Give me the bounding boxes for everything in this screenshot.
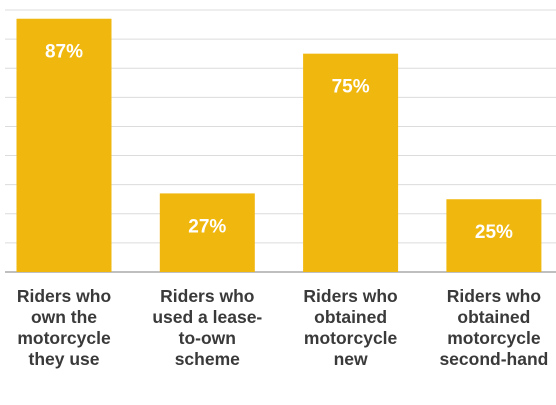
value-label: 75%: [332, 77, 370, 98]
value-label: 25%: [475, 222, 513, 243]
x-tick-label: Riders who obtained motorcycle second-ha…: [439, 286, 549, 369]
bar: [446, 199, 542, 272]
x-tick-label: Riders who used a lease-to-own scheme: [152, 286, 263, 369]
x-tick-label: Riders who obtained motorcycle new: [303, 286, 398, 369]
plot: 87% 27% 75% 25%: [5, 9, 556, 273]
bar: [16, 18, 112, 272]
value-label: 87%: [45, 42, 83, 63]
bar: [159, 193, 255, 272]
value-label: 27%: [188, 216, 226, 237]
bar: [303, 53, 399, 272]
x-tick-label: Riders who own the motorcycle they use: [16, 286, 112, 369]
